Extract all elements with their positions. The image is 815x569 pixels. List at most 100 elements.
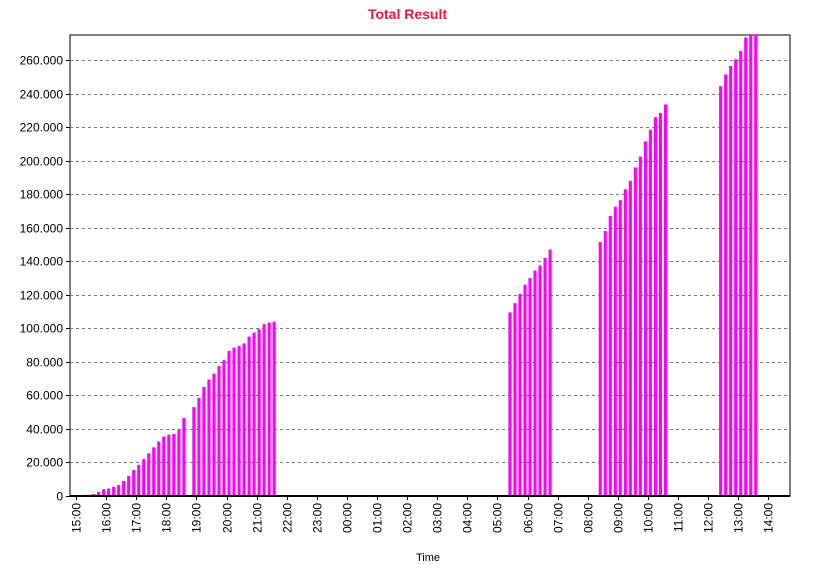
x-tick-label: 10:00 [642,503,656,533]
bar [734,59,738,497]
y-tick-label: 200.000 [20,155,64,169]
x-tick-label: 15:00 [70,503,84,533]
y-tick-label: 260.000 [20,54,64,68]
y-tick-label: 20.000 [26,456,63,470]
x-tick-label: 17:00 [130,503,144,533]
bar [197,397,201,496]
bar [107,488,111,496]
bar [97,491,101,496]
bar [202,387,206,496]
x-tick-label: 12:00 [702,503,716,533]
bar [548,249,552,496]
bar [663,104,668,496]
bar [242,343,246,496]
bar [247,336,251,496]
bar [137,464,141,496]
bar [257,329,261,496]
x-tick-label: 02:00 [401,503,415,533]
y-tick-label: 120.000 [20,289,64,303]
bar [227,350,231,496]
x-tick-label: 21:00 [251,503,265,533]
x-tick-label: 19:00 [190,503,204,533]
y-tick-label: 40.000 [26,423,63,437]
bar [102,489,106,496]
y-tick-label: 220.000 [20,121,64,135]
y-tick-label: 80.000 [26,356,63,370]
x-tick-label: 09:00 [612,503,626,533]
x-axis-title: Time [416,552,440,564]
bar [272,321,276,496]
bar [112,486,116,496]
bar [533,270,537,496]
bar [724,74,728,496]
bar [518,294,522,496]
bar [754,35,758,496]
bar [508,312,512,496]
y-tick-label: 60.000 [26,389,63,403]
bar [167,434,171,496]
bar [633,167,637,496]
bar [744,37,748,496]
y-tick-label: 160.000 [20,222,64,236]
bar [252,332,256,496]
x-tick-label: 07:00 [552,503,566,533]
bar [232,347,236,496]
bar [237,345,241,496]
x-tick-label: 13:00 [732,503,746,533]
bar [543,257,547,496]
bar [147,453,151,496]
y-tick-label: 240.000 [20,88,64,102]
plot-frame [69,34,791,497]
bar [222,360,226,496]
x-tick-label: 16:00 [100,503,114,533]
bar [127,475,131,496]
x-tick-label: 18:00 [160,503,174,533]
bar [603,231,607,496]
x-tick-label: 14:00 [762,503,776,533]
bar [658,112,662,496]
bar [212,373,216,496]
bar [192,407,196,496]
bar [182,418,186,496]
bar [177,429,181,496]
y-tick-label: 180.000 [20,188,64,202]
bar [217,366,221,496]
x-tick-label: 22:00 [281,503,295,533]
bar [132,470,136,496]
bar [719,86,723,496]
bar [613,206,617,496]
y-tick-label: 0 [56,490,63,504]
x-tick-label: 20:00 [221,503,235,533]
bar [172,433,176,496]
bar [729,66,733,496]
x-tick-label: 03:00 [431,503,445,533]
bar [749,35,753,496]
bar [739,50,743,497]
bar [267,322,271,496]
bar [162,436,166,496]
bar [638,156,642,497]
bar [598,242,602,496]
x-tick-label: 11:00 [672,503,686,532]
bar [608,216,612,497]
bar [122,480,126,496]
bar [528,278,532,496]
bar [618,200,622,496]
bar [117,485,121,496]
bar [643,141,647,496]
bar [538,265,542,496]
bar [207,379,211,496]
x-tick-label: 01:00 [371,503,385,533]
x-tick-label: 04:00 [461,503,475,533]
bar [92,493,96,496]
bar [648,129,652,496]
bar [157,441,161,496]
y-tick-label: 140.000 [20,255,64,269]
x-tick-label: 06:00 [522,503,536,533]
chart-title: Total Result [367,6,448,22]
bar [513,303,517,496]
x-tick-label: 00:00 [341,503,355,533]
bar [523,284,527,496]
bar [142,459,146,496]
